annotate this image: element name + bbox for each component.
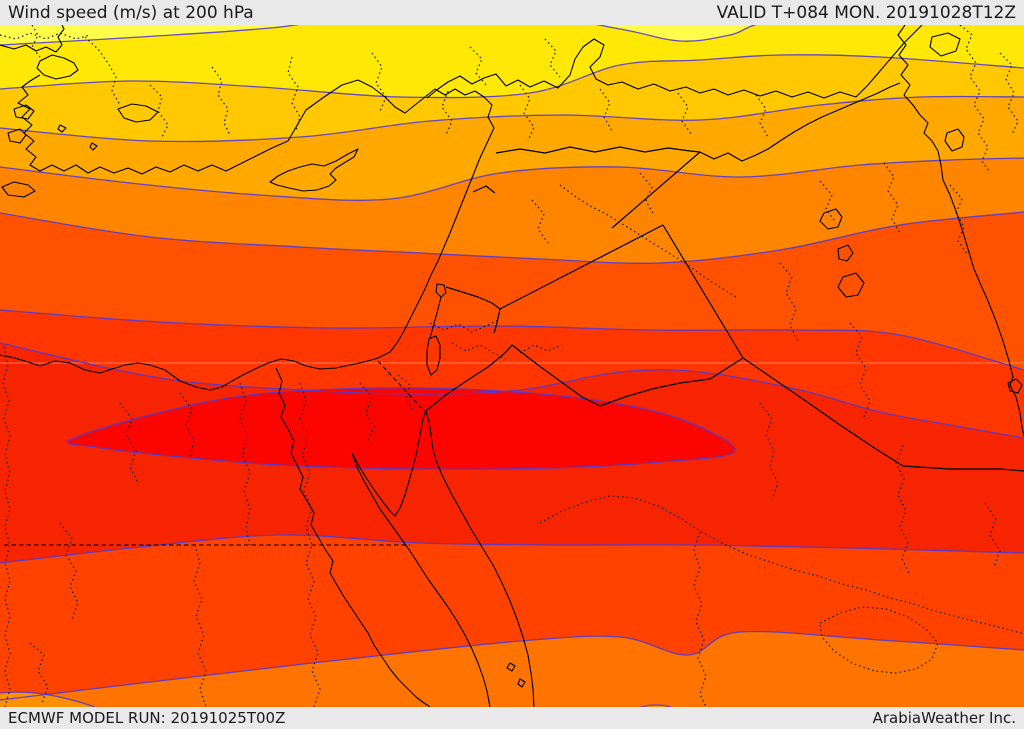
country-border-path: [742, 357, 1024, 472]
coastline-path: [506, 662, 516, 672]
admin-boundary-path: [371, 52, 387, 112]
admin-boundary-path: [984, 502, 1001, 568]
coastline-path: [7, 128, 27, 144]
country-border-path: [699, 82, 901, 162]
admin-boundary-path: [31, 25, 41, 58]
coastline-path: [0, 25, 65, 53]
coastline-path: [36, 54, 79, 80]
admin-boundary-path: [359, 382, 375, 442]
coastline-path: [837, 272, 865, 298]
admin-boundary-path: [779, 262, 799, 342]
coastline-path: [117, 103, 159, 123]
contour-lines: [0, 25, 1024, 707]
band-11-deep-orange-south: [0, 692, 95, 707]
admin-boundary-path: [239, 382, 251, 546]
map-title: Wind speed (m/s) at 200 hPa: [8, 2, 254, 23]
admin-boundary-path: [519, 344, 563, 354]
credit-label: ArabiaWeather Inc.: [872, 709, 1016, 727]
header-bar: Wind speed (m/s) at 200 hPa VALID T+084 …: [0, 0, 1024, 25]
isotach-contour-8: [0, 534, 1024, 564]
admin-boundary-path: [119, 402, 139, 484]
isotach-contour-blob: [639, 704, 673, 707]
jet-core-max-wind: [67, 387, 736, 470]
country-border-path: [425, 344, 744, 412]
isotach-contour-corner: [0, 691, 96, 707]
model-run-label: ECMWF MODEL RUN: 20191025T00Z: [8, 709, 286, 727]
coastline-path: [435, 283, 447, 298]
coastline-path: [819, 208, 843, 230]
country-border-path: [493, 308, 501, 334]
coastline-path: [942, 179, 1024, 438]
admin-boundary-path: [469, 46, 487, 86]
coastline-path: [0, 74, 495, 391]
country-border-path: [495, 146, 701, 154]
admin-boundary-path: [759, 402, 779, 500]
isotach-contour-5: [0, 211, 1024, 264]
admin-boundary-path: [211, 66, 231, 136]
country-border-path: [472, 185, 496, 194]
admin-boundaries: [0, 25, 1024, 707]
coastline-path: [57, 124, 67, 133]
coastline-path: [429, 296, 442, 339]
coastline-path: [13, 104, 35, 120]
admin-boundary-path: [59, 522, 79, 620]
isotach-contour-4: [0, 157, 1024, 201]
isotach-contour-7: [0, 342, 1024, 439]
coastline-path: [1, 181, 36, 198]
isotach-contour-2: [0, 54, 1024, 99]
coastline-path: [929, 32, 961, 57]
country-border-path: [445, 286, 501, 310]
admin-boundary-path: [949, 184, 969, 256]
dashed-borders: [4, 360, 427, 546]
admin-boundary-path: [819, 606, 939, 674]
admin-boundary-path: [193, 544, 207, 707]
admin-boundary-path: [639, 172, 655, 216]
coastline-path: [517, 678, 526, 688]
admin-boundary-path: [539, 495, 1024, 635]
coastline-path: [944, 128, 965, 152]
coastline-path: [1007, 378, 1023, 394]
coastlines: [0, 25, 1024, 707]
admin-boundary-path: [531, 199, 549, 244]
isotach-contour-1: [0, 25, 757, 46]
coastline-path: [837, 244, 854, 262]
coastline-path: [897, 25, 944, 181]
country-border-path: [662, 224, 744, 359]
coastline-path: [89, 142, 98, 151]
coastline-path: [426, 25, 923, 99]
isotach-contour-core: [67, 387, 736, 470]
footer-bar: ECMWF MODEL RUN: 20191025T00Z ArabiaWeat…: [0, 707, 1024, 729]
admin-boundary-path: [441, 90, 453, 136]
coastline-path: [351, 452, 491, 707]
wind-speed-map: [0, 25, 1024, 707]
band-10-orange-south: [0, 631, 1024, 707]
admin-boundary-path: [883, 162, 901, 234]
coastline-path: [351, 410, 535, 707]
admin-boundary-path: [179, 392, 195, 458]
valid-time-label: VALID T+084 MON. 20191028T12Z: [716, 2, 1016, 23]
admin-boundary-path: [429, 319, 499, 333]
admin-boundary-path: [849, 322, 871, 418]
country-borders: [425, 82, 1024, 472]
isotach-contour-6: [0, 309, 1024, 371]
admin-boundary-path: [84, 36, 121, 106]
coastline-path: [275, 367, 431, 707]
admin-boundary-path: [519, 84, 535, 142]
admin-boundary-path: [29, 642, 49, 704]
admin-boundary-path: [544, 38, 561, 78]
isotach-contour-9: [0, 630, 1024, 701]
jet-core: [67, 387, 736, 470]
admin-boundary-path: [451, 342, 507, 360]
country-border-path: [611, 151, 701, 229]
isotach-contour-3: [0, 95, 1024, 143]
country-border-path: [499, 224, 664, 310]
admin-boundary-path: [819, 180, 837, 224]
coastline-path: [269, 148, 359, 192]
admin-boundary-path: [959, 25, 991, 174]
dashed-border-path: [377, 360, 427, 414]
admin-boundary-path: [397, 374, 415, 412]
coastline-path: [426, 335, 441, 376]
admin-boundary-path: [287, 56, 301, 132]
